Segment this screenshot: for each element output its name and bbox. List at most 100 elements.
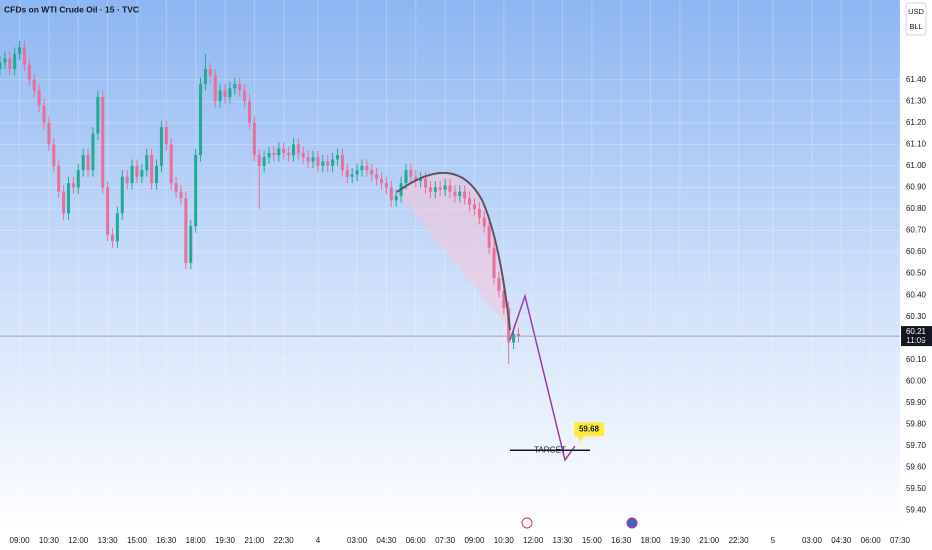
y-tick-label: 59.90 [906, 398, 927, 407]
candle-body [380, 178, 384, 184]
candle-body [213, 75, 217, 102]
unit-label[interactable]: BLL [909, 22, 922, 31]
candle-body [76, 170, 80, 188]
candle-body [174, 183, 178, 192]
x-tick-label: 16:30 [611, 536, 632, 545]
candle-body [394, 196, 398, 201]
candle-body [448, 185, 452, 192]
candle-body [106, 187, 110, 235]
candle-body [150, 155, 154, 184]
price-axis [900, 0, 932, 550]
candle-body [321, 161, 325, 166]
candle-body [101, 96, 105, 188]
x-tick-label: 15:00 [582, 536, 603, 545]
y-tick-label: 60.80 [906, 204, 927, 213]
y-tick-label: 61.40 [906, 75, 927, 84]
candle-body [384, 183, 388, 188]
x-tick-label: 21:00 [699, 536, 720, 545]
candle-body [32, 79, 36, 91]
x-tick-label: 06:00 [406, 536, 427, 545]
candle-body [282, 148, 286, 153]
last-price-badge [901, 326, 932, 347]
candle-body [340, 155, 344, 171]
grid [0, 0, 900, 530]
candle-body [159, 127, 163, 166]
candle-body [463, 191, 467, 199]
candle-body [179, 191, 183, 199]
candle-body [291, 144, 295, 156]
candle-body [311, 157, 315, 162]
candle-body [243, 90, 247, 102]
candle-body [438, 187, 442, 190]
target-value: 59.68 [579, 424, 600, 433]
y-tick-label: 60.90 [906, 183, 927, 192]
candle-body [71, 183, 75, 188]
candle-body [331, 159, 335, 166]
x-tick-label: 19:30 [670, 536, 691, 545]
candle-body [0, 62, 2, 69]
candle-body [218, 90, 222, 102]
candle-body [203, 68, 207, 85]
candle-body [404, 170, 408, 184]
candle-body [272, 152, 276, 156]
candle-body [86, 155, 90, 171]
candle-body [228, 88, 232, 97]
candle-body [512, 333, 516, 343]
candle-body [125, 176, 129, 184]
x-tick-label: 22:30 [729, 536, 750, 545]
event-icon[interactable] [521, 517, 533, 529]
candle-body [252, 122, 256, 156]
candle-body [370, 170, 374, 175]
x-tick-label: 13:30 [552, 536, 573, 545]
candle-body [247, 101, 251, 123]
x-tick-label: 21:00 [244, 536, 265, 545]
target-badge-pointer [578, 436, 584, 443]
event-icon[interactable] [626, 517, 638, 529]
candle-body [335, 155, 340, 160]
target-label: TARGET [534, 445, 566, 454]
y-tick-label: 61.30 [906, 96, 927, 105]
plot-background [0, 0, 900, 530]
candle-body [492, 247, 496, 278]
y-tick-label: 59.70 [906, 441, 927, 450]
candle-body [3, 58, 7, 63]
x-tick-label: 15:00 [127, 536, 148, 545]
x-tick-label: 19:30 [215, 536, 236, 545]
candle-body [62, 191, 66, 214]
y-tick-label: 60.00 [906, 376, 927, 385]
candles [0, 40, 520, 365]
x-tick-label: 04:30 [376, 536, 397, 545]
candle-body [468, 198, 472, 205]
x-tick-label: 18:00 [186, 536, 207, 545]
candle-body [8, 58, 12, 69]
candle-body [428, 187, 432, 192]
x-tick-label: 16:30 [156, 536, 177, 545]
y-tick-label: 59.40 [906, 506, 927, 515]
candle-body [482, 217, 486, 227]
candle-body [419, 178, 423, 181]
candle-body [164, 127, 168, 145]
candle-body [135, 165, 139, 177]
y-tick-label: 60.50 [906, 269, 927, 278]
candle-body [81, 155, 85, 171]
candle-body [262, 157, 266, 166]
y-tick-label: 59.50 [906, 484, 927, 493]
y-tick-label: 61.00 [906, 161, 927, 170]
currency-label[interactable]: USD [908, 7, 924, 16]
candle-body [389, 187, 393, 201]
y-tick-label: 60.10 [906, 355, 927, 364]
candle-body [306, 157, 310, 162]
candle-body [22, 47, 26, 65]
x-tick-label: 10:30 [39, 536, 60, 545]
candle-body [233, 84, 237, 89]
candle-body [37, 90, 41, 106]
candle-body [47, 122, 51, 145]
candle-body [257, 155, 261, 166]
unit-button[interactable] [905, 2, 927, 36]
candle-body [453, 191, 457, 197]
y-tick-label: 60.40 [906, 290, 927, 299]
candle-body [267, 152, 271, 158]
x-tick-label: 5 [771, 536, 776, 545]
